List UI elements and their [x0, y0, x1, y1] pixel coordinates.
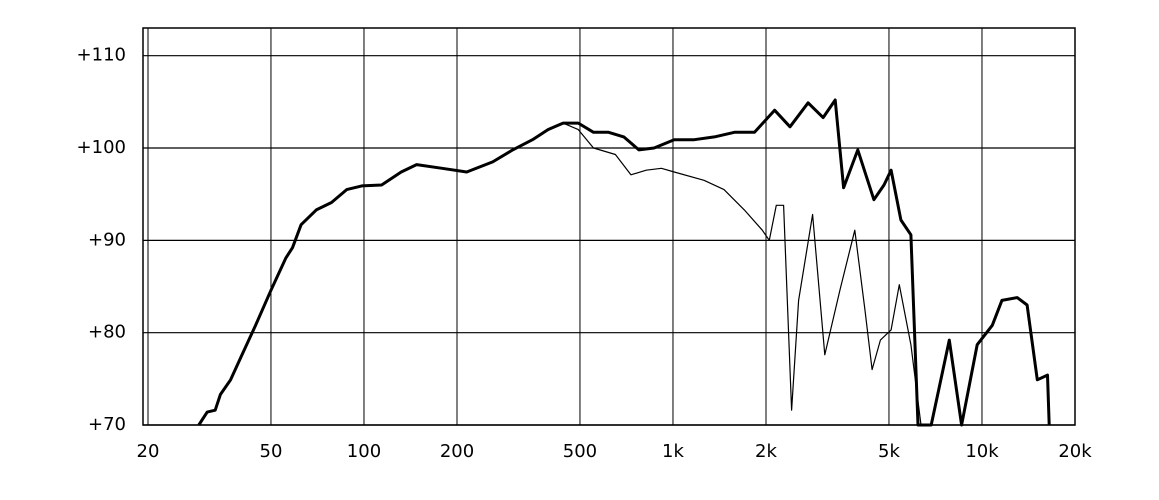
x-tick-label: 2k: [755, 441, 777, 462]
response-line: [197, 98, 1051, 427]
plot-frame: [142, 27, 1076, 426]
x-tick-label: 100: [347, 441, 381, 462]
y-tick-label: +80: [88, 322, 126, 343]
x-tick-label: 50: [260, 441, 283, 462]
response-line: [562, 122, 922, 426]
x-tick-label: 10k: [965, 441, 999, 462]
x-tick-label: 200: [440, 441, 474, 462]
x-tick-label: 5k: [878, 441, 900, 462]
y-tick-label: +90: [88, 229, 126, 250]
x-tick-label: 1k: [662, 441, 684, 462]
y-tick-label: +100: [77, 137, 126, 158]
x-tick-label: 500: [563, 441, 597, 462]
y-tick-label: +70: [88, 414, 126, 435]
y-tick-label: +110: [77, 45, 126, 66]
x-tick-label: 20: [137, 441, 160, 462]
x-tick-label: 20k: [1058, 441, 1092, 462]
